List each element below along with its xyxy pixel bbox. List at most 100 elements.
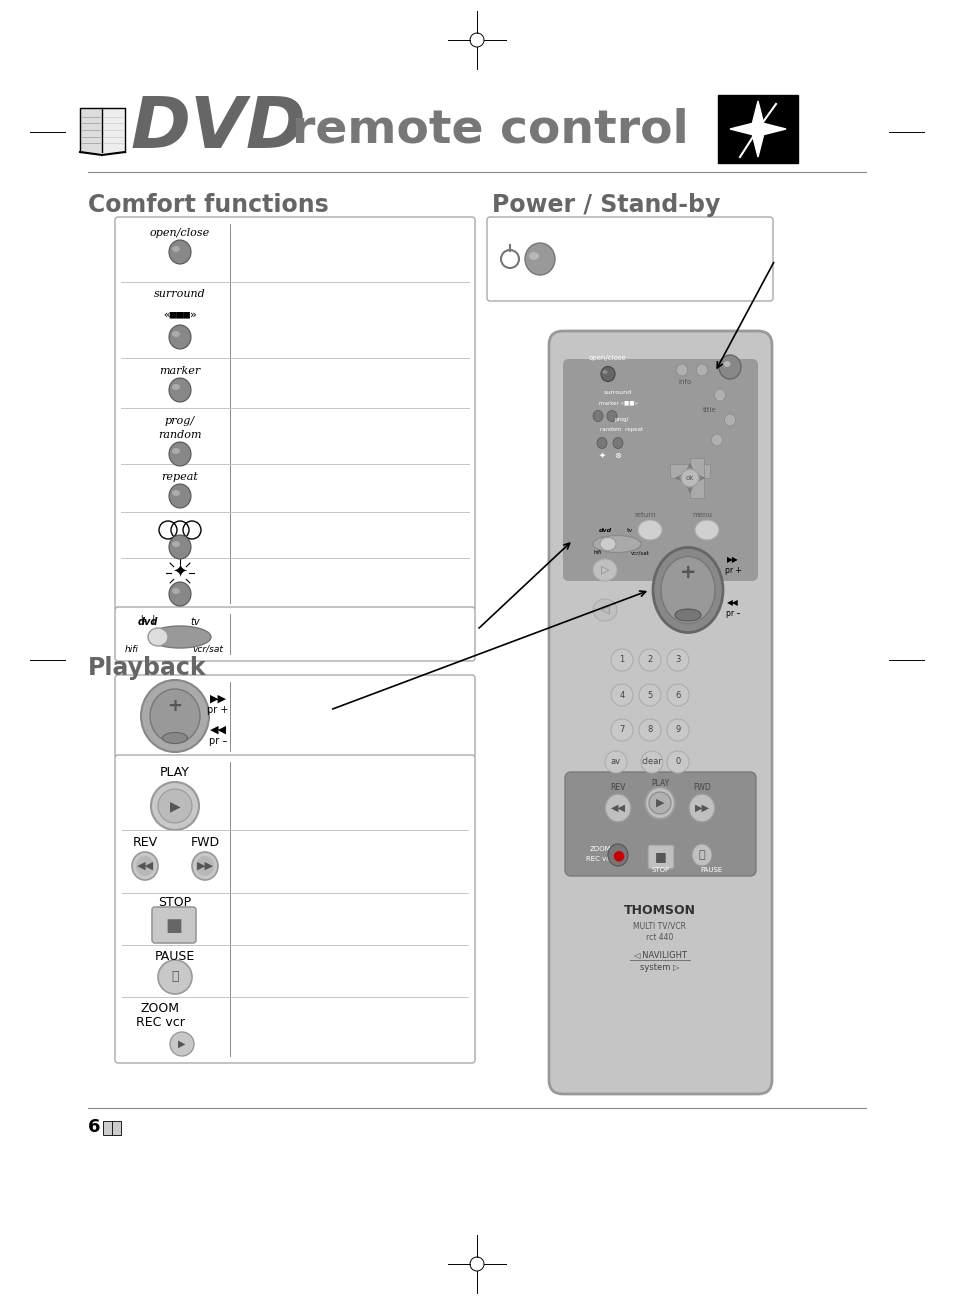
Text: ◀◀: ◀◀ (210, 725, 226, 735)
Ellipse shape (719, 355, 740, 379)
Text: prog/: prog/ (614, 417, 629, 422)
Text: MULTI TV/VCR: MULTI TV/VCR (633, 922, 686, 931)
Ellipse shape (172, 383, 180, 390)
Text: info: info (678, 379, 691, 385)
Text: 3: 3 (675, 656, 680, 665)
Text: +: + (168, 698, 182, 715)
Text: FWD: FWD (693, 784, 710, 793)
Text: «■■■»: «■■■» (163, 309, 196, 319)
Text: 7: 7 (618, 725, 624, 734)
FancyBboxPatch shape (486, 216, 772, 301)
Text: pr +: pr + (207, 705, 229, 715)
Ellipse shape (675, 609, 700, 621)
Ellipse shape (599, 537, 616, 550)
Text: +: + (679, 563, 696, 583)
Ellipse shape (638, 520, 661, 540)
Text: remote control: remote control (292, 107, 688, 153)
Ellipse shape (723, 413, 735, 426)
Text: ⊗: ⊗ (614, 450, 620, 459)
Text: surround: surround (603, 390, 632, 395)
Ellipse shape (148, 629, 168, 645)
Ellipse shape (593, 559, 617, 582)
Text: 2: 2 (647, 656, 652, 665)
Text: 4: 4 (618, 691, 624, 699)
Text: ok: ok (685, 475, 694, 481)
Text: STOP: STOP (651, 867, 669, 872)
Text: hifi: hifi (125, 644, 139, 653)
Ellipse shape (172, 588, 180, 595)
FancyBboxPatch shape (115, 675, 475, 758)
Ellipse shape (195, 855, 213, 876)
Ellipse shape (192, 852, 218, 880)
Text: ZOOM: ZOOM (589, 846, 610, 852)
Ellipse shape (644, 788, 675, 819)
Text: ▶▶: ▶▶ (210, 694, 226, 704)
Text: DVD: DVD (130, 94, 306, 163)
Ellipse shape (162, 733, 188, 743)
Ellipse shape (652, 548, 722, 632)
Text: marker: marker (159, 366, 200, 376)
Text: repeat: repeat (161, 472, 198, 482)
Text: hifi: hifi (593, 550, 601, 556)
Text: ✦: ✦ (172, 565, 188, 582)
Text: prog/: prog/ (165, 416, 194, 426)
Text: menu: menu (691, 512, 711, 518)
Ellipse shape (696, 364, 707, 376)
Ellipse shape (141, 679, 209, 752)
Text: PAUSE: PAUSE (154, 949, 195, 962)
Text: ◀◀
pr –: ◀◀ pr – (725, 599, 740, 618)
Polygon shape (102, 108, 125, 153)
Text: system ▷: system ▷ (639, 964, 679, 973)
Text: L...J: L...J (140, 614, 155, 623)
Text: random  repeat: random repeat (599, 426, 643, 432)
Text: tv: tv (626, 528, 633, 532)
Text: ▷: ▷ (600, 565, 609, 575)
Text: ▶▶: ▶▶ (694, 803, 709, 812)
Ellipse shape (132, 852, 158, 880)
Text: ◀◀: ◀◀ (610, 803, 625, 812)
Circle shape (604, 751, 626, 773)
Text: REV: REV (610, 784, 625, 793)
Text: dvd: dvd (137, 617, 158, 627)
FancyBboxPatch shape (647, 845, 673, 868)
Text: FWD: FWD (191, 836, 219, 849)
Text: Playback: Playback (88, 656, 207, 679)
Text: ZOOM: ZOOM (140, 1001, 179, 1015)
Text: random: random (158, 430, 201, 439)
FancyBboxPatch shape (115, 606, 475, 661)
Ellipse shape (529, 252, 538, 259)
Circle shape (680, 469, 699, 486)
Circle shape (666, 685, 688, 705)
Ellipse shape (695, 520, 719, 540)
Circle shape (639, 719, 660, 741)
Bar (669, 464, 709, 479)
Circle shape (151, 782, 199, 831)
Ellipse shape (691, 844, 711, 866)
Ellipse shape (607, 844, 627, 866)
Text: ▶: ▶ (170, 799, 180, 812)
Ellipse shape (524, 243, 555, 275)
FancyBboxPatch shape (152, 908, 195, 943)
Ellipse shape (169, 240, 191, 263)
Ellipse shape (688, 794, 714, 822)
Ellipse shape (600, 366, 615, 382)
Circle shape (666, 649, 688, 672)
Circle shape (666, 751, 688, 773)
Ellipse shape (593, 411, 602, 421)
Ellipse shape (711, 434, 721, 446)
Ellipse shape (714, 389, 724, 402)
Ellipse shape (169, 535, 191, 559)
Ellipse shape (169, 442, 191, 466)
Text: pr –: pr – (209, 735, 227, 746)
Text: return: return (634, 512, 655, 518)
Ellipse shape (169, 378, 191, 402)
Text: STOP: STOP (158, 897, 192, 909)
Ellipse shape (136, 855, 153, 876)
Text: ●: ● (611, 848, 623, 862)
Ellipse shape (604, 794, 630, 822)
Text: vcr/sat: vcr/sat (630, 550, 649, 556)
Text: ✦: ✦ (598, 450, 605, 459)
FancyBboxPatch shape (115, 216, 475, 610)
Text: ▶▶
pr +: ▶▶ pr + (723, 556, 740, 575)
Text: ▶: ▶ (178, 1039, 186, 1048)
